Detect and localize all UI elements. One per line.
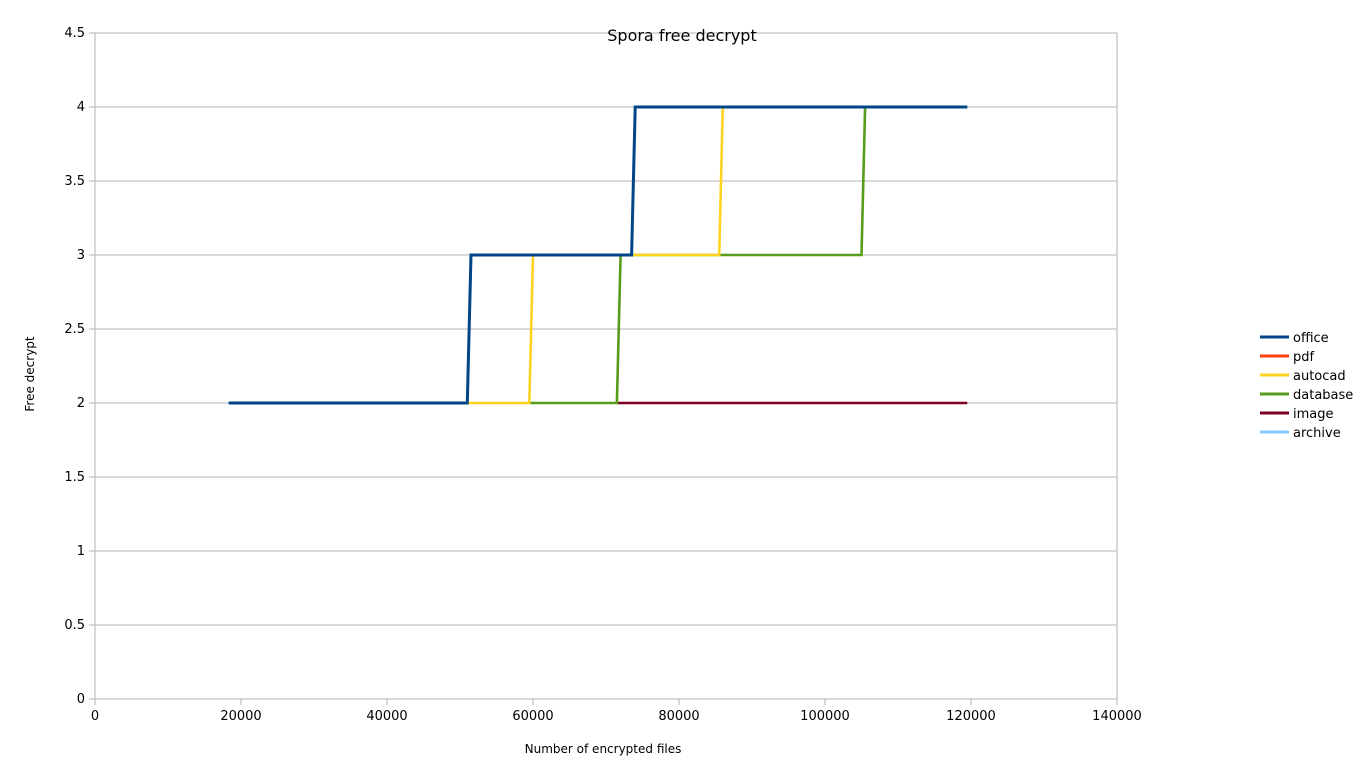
x-tick-label: 80000 bbox=[658, 709, 699, 724]
y-tick-label: 2 bbox=[77, 396, 85, 411]
y-tick-label: 0 bbox=[77, 692, 85, 707]
legend-label-image: image bbox=[1293, 407, 1334, 422]
gridlines bbox=[95, 32, 1117, 700]
x-tick-label: 140000 bbox=[1092, 709, 1142, 724]
y-tick-label: 2.5 bbox=[64, 322, 85, 337]
legend-label-pdf: pdf bbox=[1293, 350, 1315, 365]
y-tick-label: 4.5 bbox=[64, 26, 85, 41]
legend: office pdf autocad database image archive bbox=[1260, 331, 1353, 441]
legend-label-archive: archive bbox=[1293, 426, 1341, 441]
y-tick-label: 0.5 bbox=[64, 618, 85, 633]
x-tick-label: 40000 bbox=[366, 709, 407, 724]
y-tick-label: 1 bbox=[77, 544, 85, 559]
y-tick-label: 3 bbox=[77, 248, 85, 263]
chart-title: Spora free decrypt bbox=[607, 26, 756, 45]
plot-area bbox=[94, 32, 1118, 700]
series-line-office bbox=[228, 105, 968, 405]
x-tick-label: 20000 bbox=[220, 709, 261, 724]
x-tick-label: 100000 bbox=[800, 709, 850, 724]
x-tick-label: 60000 bbox=[512, 709, 553, 724]
y-tick-label: 1.5 bbox=[64, 470, 85, 485]
y-tick-label: 3.5 bbox=[64, 174, 85, 189]
y-axis-title: Free decrypt bbox=[23, 336, 37, 412]
legend-label-autocad: autocad bbox=[1293, 369, 1346, 384]
legend-label-office: office bbox=[1293, 331, 1329, 346]
axis-ticks: 0 0.5 1 1.5 2 2.5 3 3.5 4 4.5 0 20000 40000 60000 8000… bbox=[64, 26, 1142, 724]
x-tick-label: 120000 bbox=[946, 709, 996, 724]
series-lines bbox=[228, 105, 968, 405]
y-tick-label: 4 bbox=[77, 100, 85, 115]
x-axis-title: Number of encrypted files bbox=[525, 742, 682, 756]
x-tick-label: 0 bbox=[91, 709, 99, 724]
legend-label-database: database bbox=[1293, 388, 1353, 403]
